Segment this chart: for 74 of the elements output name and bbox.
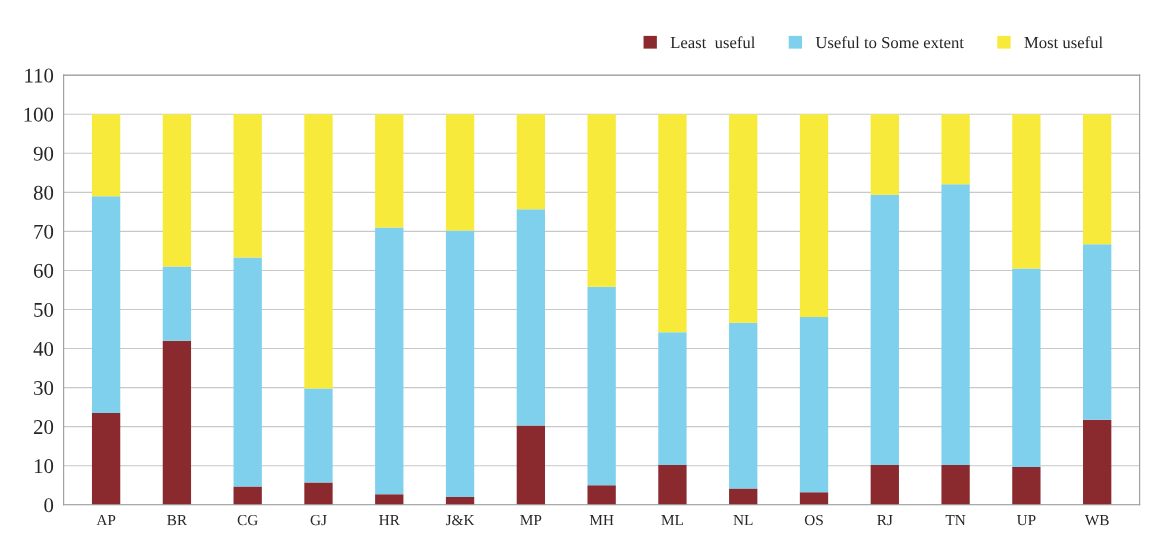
bar (587, 485, 616, 505)
bar (1012, 466, 1041, 505)
bar (1083, 244, 1112, 420)
bar (941, 464, 970, 505)
x-tick-label: OS (804, 514, 823, 526)
bar (870, 194, 899, 465)
bar (233, 257, 262, 487)
y-tick-label: 50 (34, 302, 54, 317)
bar (304, 114, 333, 389)
bar (658, 332, 687, 465)
y-tick-label: 20 (33, 420, 54, 435)
x-tick-label: CG (237, 514, 258, 526)
x-tick-label: J&K (445, 514, 475, 526)
bar (162, 266, 192, 341)
x-tick-label: UP (1016, 515, 1036, 526)
bar (587, 114, 616, 287)
bar (799, 114, 829, 317)
legend-label: Least useful (670, 36, 756, 49)
x-tick-label: MP (520, 515, 542, 526)
bar (162, 340, 192, 505)
y-tick-label: 10 (34, 459, 54, 474)
y-tick-label: 30 (34, 380, 54, 396)
bar (445, 114, 475, 231)
bar (1012, 268, 1041, 467)
bar (162, 114, 192, 267)
bar (658, 464, 687, 505)
x-tick-label: BR (167, 515, 188, 526)
x-tick-label: WB (1084, 515, 1109, 526)
bar (516, 209, 546, 426)
x-tick-label: RJ (877, 515, 893, 526)
bar (375, 227, 404, 495)
y-tick-label: 100 (24, 107, 54, 122)
bar (304, 482, 333, 505)
x-tick-label: HR (379, 515, 400, 526)
bar (941, 184, 970, 465)
bar (516, 425, 546, 505)
bar (516, 114, 546, 210)
y-tick-label: 0 (44, 498, 54, 513)
x-tick-label: NL (733, 515, 753, 526)
bar (1083, 114, 1112, 245)
bar (1083, 419, 1112, 505)
bar (729, 322, 758, 489)
bar (233, 486, 262, 505)
bar (1012, 114, 1041, 269)
x-tick-label: MH (589, 515, 614, 526)
bar (870, 464, 899, 505)
bar (799, 316, 829, 493)
y-tick-label: 60 (33, 263, 54, 278)
y-tick-label: 110 (25, 68, 54, 83)
bar (729, 114, 758, 323)
x-tick-label: GJ (310, 514, 327, 526)
bar (375, 494, 404, 505)
legend-label: Useful to Some extent (815, 36, 964, 49)
x-tick-label: TN (945, 515, 966, 526)
bar (91, 114, 121, 197)
bar (729, 488, 758, 505)
y-tick-label: 80 (33, 185, 54, 200)
y-tick-label: 70 (34, 224, 54, 239)
bar (870, 114, 899, 195)
bar (445, 230, 475, 497)
bar (91, 413, 121, 505)
bar (658, 114, 687, 333)
y-tick-label: 90 (33, 146, 54, 161)
x-tick-label: ML (661, 515, 683, 526)
bar (799, 492, 829, 505)
legend-label: Most useful (1024, 36, 1103, 49)
bar (91, 196, 121, 413)
bar (375, 114, 404, 228)
bar (941, 114, 970, 185)
bar (587, 286, 616, 486)
x-tick-label: AP (96, 515, 116, 526)
bar (304, 388, 333, 483)
y-tick-label: 40 (33, 341, 54, 356)
bar (233, 114, 262, 258)
